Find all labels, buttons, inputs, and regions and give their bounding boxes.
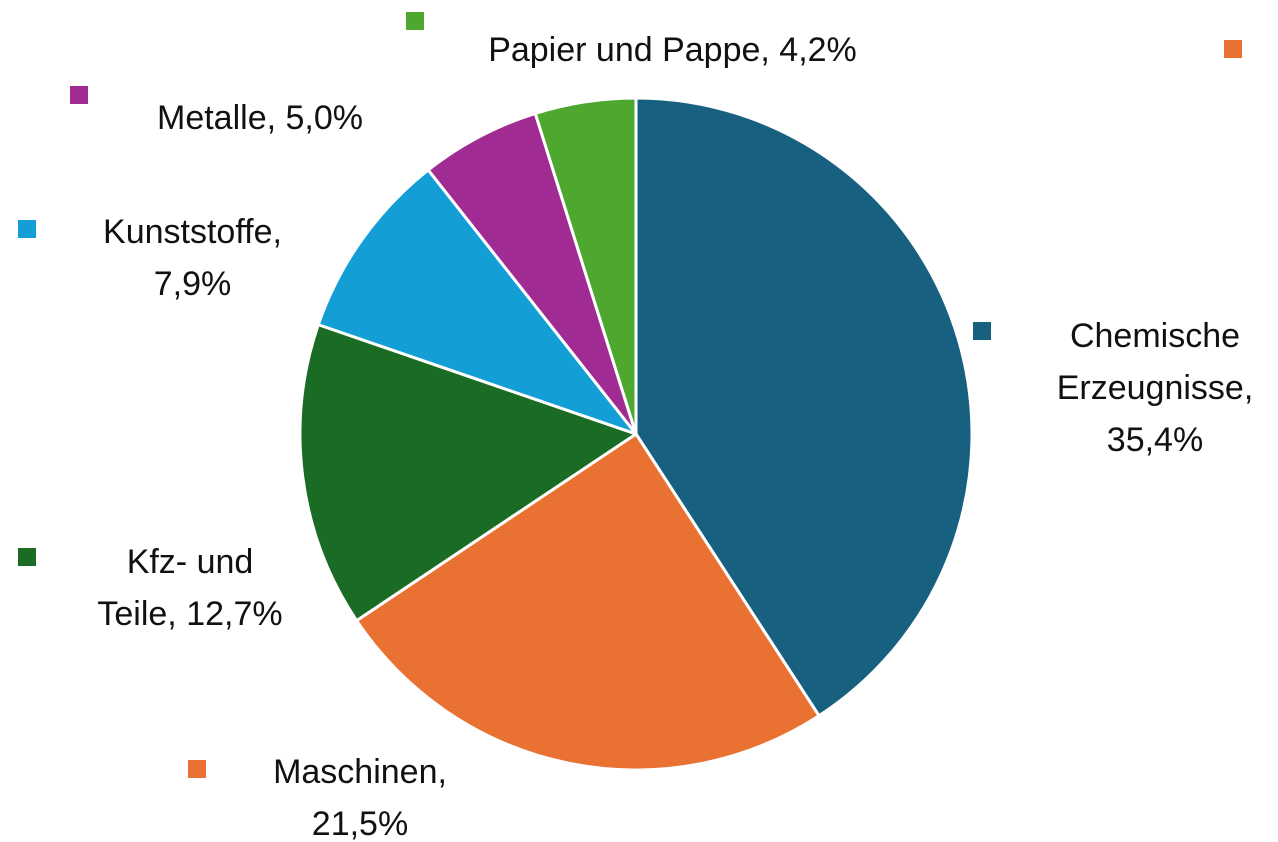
legend-marker (188, 760, 206, 778)
pie-slice (298, 323, 638, 623)
legend-marker (18, 548, 36, 566)
pie-slice (316, 168, 638, 436)
legend-marker (18, 220, 36, 238)
data-label: Chemische Erzeugnisse, 35,4% (1056, 317, 1254, 459)
legend-marker (973, 322, 991, 340)
stray-marker (1224, 40, 1242, 58)
data-label: Maschinen, 21,5% (273, 753, 447, 842)
pie-slice (533, 96, 638, 436)
pie-slice (355, 432, 821, 772)
data-label: Papier und Pappe, 4,2% (488, 31, 857, 69)
data-label: Kfz- und Teile, 12,7% (97, 543, 283, 633)
legend-marker (406, 12, 424, 30)
data-label: Kunststoffe, 7,9% (103, 213, 282, 303)
data-label: Metalle, 5,0% (157, 99, 363, 137)
legend-marker (70, 86, 88, 104)
